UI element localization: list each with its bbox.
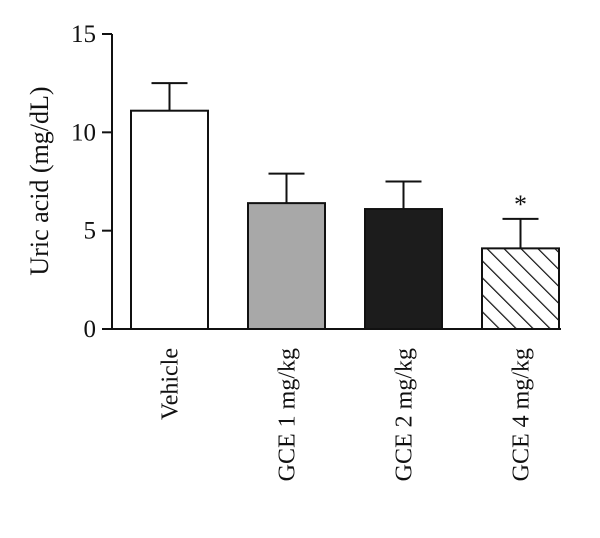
y-axis-label: Uric acid (mg/dL) (25, 86, 54, 275)
y-tick-label: 15 (71, 21, 96, 48)
x-category-label: Vehicle (158, 348, 184, 420)
bar (247, 202, 326, 330)
x-category-label: GCE 1 mg/kg (275, 348, 301, 481)
bar (364, 208, 443, 331)
bar (130, 109, 209, 330)
x-category-label: GCE 4 mg/kg (509, 348, 535, 481)
labels: Uric acid (mg/dL) Vehicle GCE 1 mg/kg GCE … (25, 86, 535, 481)
significance-marker: * (514, 190, 527, 219)
x-category-label: GCE 2 mg/kg (392, 348, 418, 481)
y-tick-label: 10 (71, 119, 96, 146)
y-tick-label: 5 (84, 218, 97, 245)
bar (481, 247, 560, 330)
y-tick-label: 0 (84, 316, 97, 343)
bars (130, 82, 560, 331)
